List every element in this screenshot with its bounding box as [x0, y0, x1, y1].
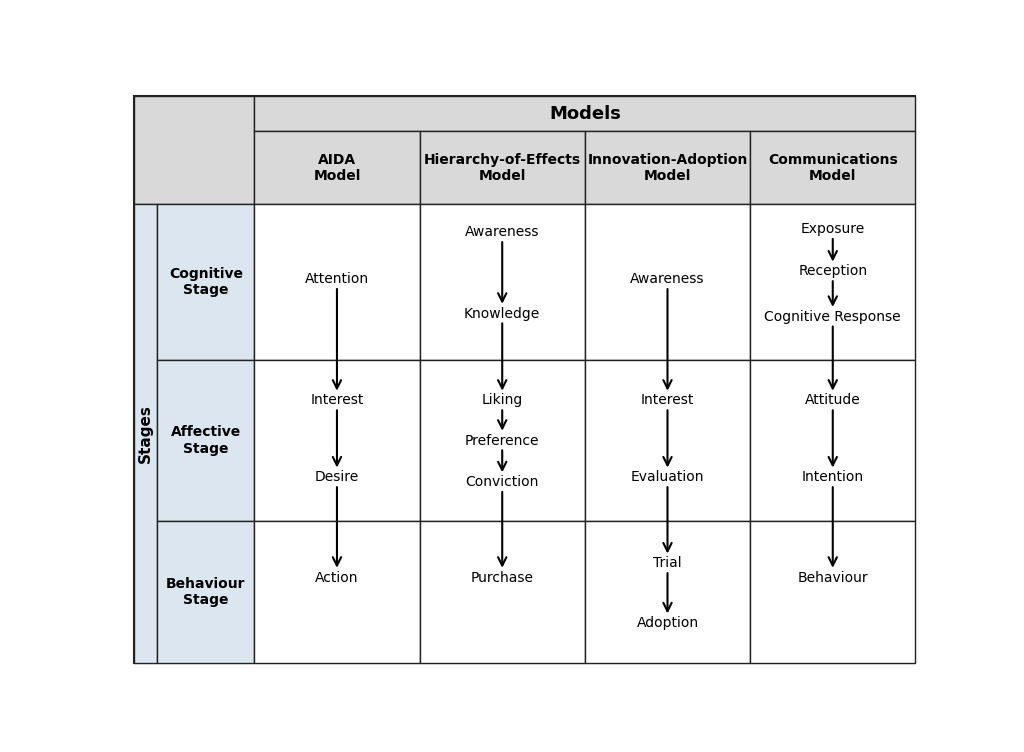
Bar: [751, 131, 915, 205]
Bar: [420, 360, 585, 520]
Text: Interest: Interest: [310, 393, 364, 408]
Text: Awareness: Awareness: [630, 272, 705, 287]
Text: Adoption: Adoption: [637, 616, 698, 630]
Text: Hierarchy-of-Effects
Model: Hierarchy-of-Effects Model: [424, 153, 581, 183]
Text: Knowledge: Knowledge: [464, 307, 541, 320]
Text: Affective
Stage: Affective Stage: [171, 426, 241, 456]
Text: Purchase: Purchase: [471, 571, 534, 584]
Text: Liking: Liking: [481, 393, 523, 408]
Bar: [254, 131, 420, 205]
Text: Exposure: Exposure: [801, 222, 865, 236]
Bar: [751, 520, 915, 663]
Bar: [254, 205, 420, 360]
Bar: [254, 520, 420, 663]
Text: Attitude: Attitude: [805, 393, 860, 408]
Bar: [585, 131, 751, 205]
Bar: [585, 360, 751, 520]
Text: Models: Models: [549, 105, 621, 123]
Bar: [751, 360, 915, 520]
Bar: [254, 360, 420, 520]
Bar: [134, 96, 254, 205]
Text: AIDA
Model: AIDA Model: [313, 153, 360, 183]
Bar: [420, 131, 585, 205]
Text: Cognitive
Stage: Cognitive Stage: [169, 267, 243, 298]
Text: Reception: Reception: [798, 265, 867, 278]
Text: Action: Action: [315, 571, 358, 584]
Bar: [158, 360, 254, 520]
Text: Behaviour
Stage: Behaviour Stage: [166, 577, 246, 607]
Text: Attention: Attention: [305, 272, 369, 287]
Bar: [158, 520, 254, 663]
Text: Desire: Desire: [314, 470, 359, 484]
Bar: [420, 205, 585, 360]
Bar: [751, 205, 915, 360]
Bar: [585, 205, 751, 360]
Text: Communications
Model: Communications Model: [768, 153, 898, 183]
Bar: [420, 520, 585, 663]
Text: Cognitive Response: Cognitive Response: [765, 310, 901, 323]
Text: Awareness: Awareness: [465, 226, 540, 239]
Bar: [585, 520, 751, 663]
Text: Evaluation: Evaluation: [631, 470, 705, 484]
Text: Stages: Stages: [138, 405, 154, 463]
Bar: [254, 96, 915, 131]
Bar: [134, 205, 158, 663]
Text: Preference: Preference: [465, 433, 540, 447]
Text: Interest: Interest: [641, 393, 694, 408]
Bar: [158, 205, 254, 360]
Text: Innovation-Adoption
Model: Innovation-Adoption Model: [588, 153, 748, 183]
Text: Trial: Trial: [653, 556, 682, 570]
Text: Conviction: Conviction: [466, 475, 539, 489]
Text: Intention: Intention: [802, 470, 864, 484]
Text: Behaviour: Behaviour: [798, 571, 868, 584]
